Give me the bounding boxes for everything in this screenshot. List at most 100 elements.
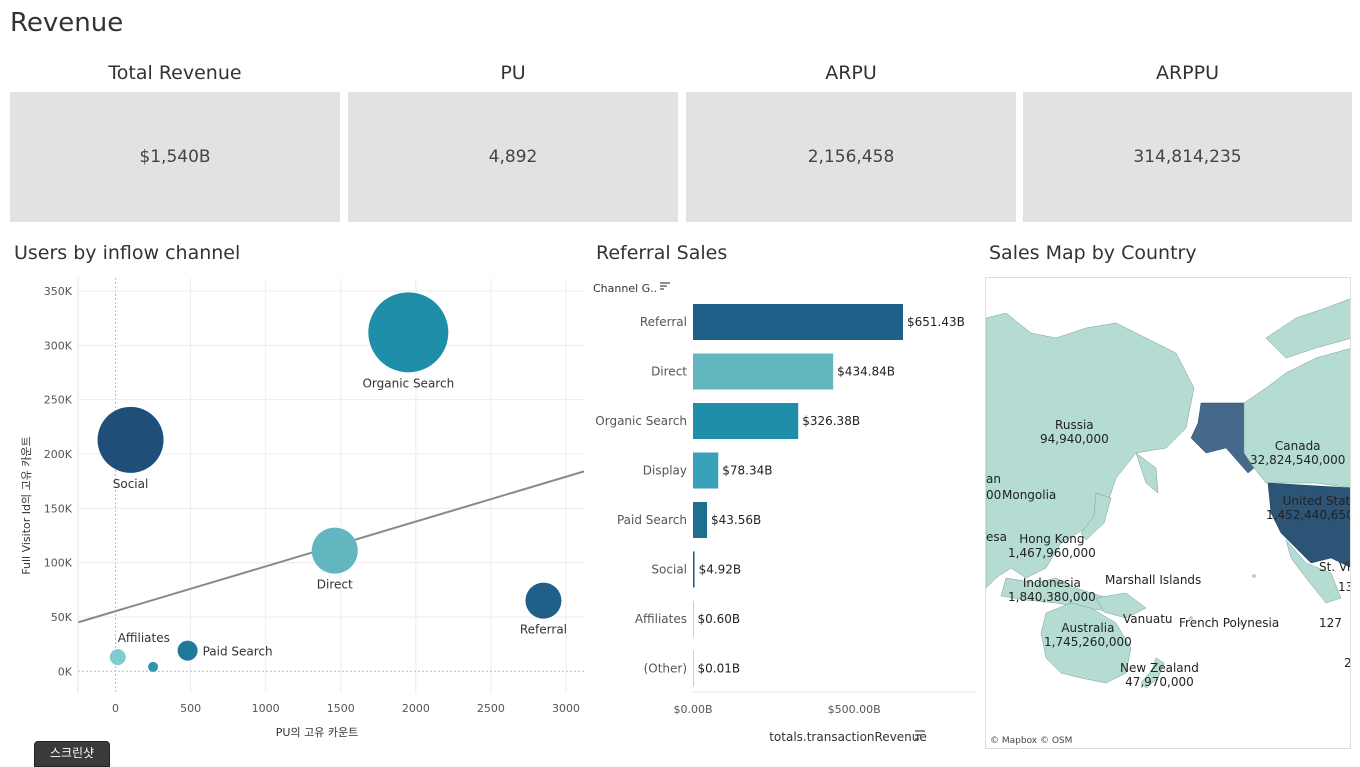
bar xyxy=(693,452,719,489)
bar-category-label: Direct xyxy=(651,365,687,379)
map-label-hong-kong: Hong Kong 1,467,960,000 xyxy=(1008,532,1096,560)
map-label-vanuatu: Vanuatu xyxy=(1123,612,1173,626)
map-label-mongolia: Mongolia xyxy=(1002,488,1057,502)
map-label-french-polynesia: French Polynesia xyxy=(1179,616,1280,630)
map-land-russia-asia xyxy=(986,312,1195,589)
map-land-australia xyxy=(1040,602,1132,684)
bar xyxy=(693,650,694,687)
map-attribution: © Mapbox © OSM xyxy=(990,736,1073,746)
bar-x-tick-label: $500.00B xyxy=(828,703,881,716)
scatter-point xyxy=(525,582,562,619)
map-label-united-states: United States1,452,440,650,000 xyxy=(1266,494,1351,522)
kpi-label: ARPPU xyxy=(1155,62,1220,84)
bar xyxy=(693,601,694,637)
bar-value-label: $651.43B xyxy=(907,315,965,329)
kpi-value: $1,540B xyxy=(10,92,340,222)
map-land-png xyxy=(1095,592,1147,619)
map-land-japan xyxy=(1080,492,1112,541)
scatter-grid xyxy=(78,278,584,693)
map-label-partial-13: 13 xyxy=(1338,580,1350,594)
kpi-label: Total Revenue xyxy=(108,62,242,84)
map-label-partial-00: 00 xyxy=(986,488,1002,502)
bar-value-label: $43.56B xyxy=(711,513,761,527)
scatter-x-tick-label: 500 xyxy=(180,702,201,715)
bar-value-label: $326.38B xyxy=(802,414,860,428)
scatter-point-label: Paid Search xyxy=(203,645,273,659)
scatter-x-tick-label: 1500 xyxy=(327,702,355,715)
kpi-arppu: ARPPU 314,814,235 xyxy=(1023,58,1352,222)
scatter-point xyxy=(368,292,449,373)
map-label-partial-esa: esa xyxy=(986,530,1007,544)
scatter-y-tick-label: 0K xyxy=(58,665,73,678)
bar-value-label: $434.84B xyxy=(837,365,895,379)
map-label-russia: Russia 94,940,000 xyxy=(1040,418,1109,446)
scatter-y-tick-label: 200K xyxy=(44,448,73,461)
bar xyxy=(693,403,799,439)
map-land-usa xyxy=(1267,482,1350,568)
scatter-y-tick-label: 250K xyxy=(44,394,73,407)
bar-x-tick-label: $0.00B xyxy=(673,703,712,716)
bar-category-label: Social xyxy=(651,563,687,577)
map-land-canada xyxy=(1243,348,1350,488)
bar-value-label: $78.34B xyxy=(722,464,772,478)
scatter-axes: 0 500 1000 1500 2000 2500 3000 0K 50K 100K 150K 200… xyxy=(20,278,580,739)
kpi-arpu: ARPU 2,156,458 xyxy=(686,58,1016,222)
bar-category-label: Organic Search xyxy=(595,414,687,428)
map-label-partial-127: 127 xyxy=(1319,616,1342,630)
scatter-y-tick-label: 350K xyxy=(44,285,73,298)
map-label-partial-st-vi: St. Vi xyxy=(1319,560,1351,574)
map-label-indonesia: Indonesia 1,840,380,000 xyxy=(1008,576,1096,604)
bar-category-label: Affiliates xyxy=(635,612,687,626)
kpi-total-revenue: Total Revenue $1,540B xyxy=(10,58,340,222)
map-canvas xyxy=(986,298,1350,689)
map-label-marshall-islands: Marshall Islands xyxy=(1105,573,1202,587)
scatter-x-tick-label: 3000 xyxy=(552,702,580,715)
scatter-y-tick-label: 150K xyxy=(44,502,73,515)
scatter-points: Organic Search Social Direct Referral Paid S… xyxy=(97,292,567,672)
bar-value-label: $0.01B xyxy=(698,662,741,676)
bar-category-label: (Other) xyxy=(644,662,687,676)
sales-map[interactable]: Russia 94,940,000 Canada 32,824,540,000 Un… xyxy=(985,277,1351,749)
bar xyxy=(693,502,708,538)
scatter-point-label: Social xyxy=(113,477,149,491)
map-land-newzealand xyxy=(1140,657,1165,689)
map-label-partial-an: an xyxy=(986,472,1001,486)
kpi-label: PU xyxy=(500,62,526,84)
kpi-label: ARPU xyxy=(825,62,877,84)
map-label-canada: Canada 32,824,540,000 xyxy=(1250,439,1346,467)
scatter-point xyxy=(177,640,198,661)
bar-chart[interactable]: Channel G.. Referral $651.43B Direct $434.8… xyxy=(590,270,980,750)
kpi-value: 314,814,235 xyxy=(1023,92,1352,222)
scatter-x-tick-label: 0 xyxy=(112,702,119,715)
scatter-point xyxy=(148,661,159,672)
kpi-value: 2,156,458 xyxy=(686,92,1016,222)
scatter-title: Users by inflow channel xyxy=(14,242,241,264)
scatter-x-axis-title: PU의 고유 카운트 xyxy=(276,726,358,739)
bar-title: Referral Sales xyxy=(596,242,728,264)
bar xyxy=(693,304,903,340)
bar-x-axis-title: totals.transactionRevenue xyxy=(769,730,927,744)
scatter-chart[interactable]: Organic Search Social Direct Referral Paid S… xyxy=(0,270,590,750)
map-land-kamchatka xyxy=(1135,452,1159,494)
bar-axes: $0.00B $500.00B totals.transactionRevenue xyxy=(673,691,975,744)
map-label-new-zealand: New Zealand 47,970,000 xyxy=(1120,661,1199,689)
scatter-point-label: Referral xyxy=(520,623,567,637)
scatter-x-tick-label: 1000 xyxy=(252,702,280,715)
map-island-fiji xyxy=(1189,616,1193,620)
bar xyxy=(693,551,695,588)
map-title: Sales Map by Country xyxy=(989,242,1197,264)
scatter-y-tick-label: 50K xyxy=(51,611,73,624)
bar-value-label: $0.60B xyxy=(698,612,741,626)
map-land-arctic xyxy=(1265,298,1350,359)
bar-category-label: Display xyxy=(643,464,687,478)
scatter-y-tick-label: 100K xyxy=(44,557,73,570)
scatter-y-axis-title: Full Visitor Id의 고유 카운트 xyxy=(20,436,33,574)
bar-header: Channel G.. xyxy=(593,282,670,295)
bar-header-label: Channel G.. xyxy=(593,282,657,295)
map-island-tahiti xyxy=(1239,621,1243,625)
screenshot-button[interactable]: 스크린샷 xyxy=(34,741,110,767)
page-title: Revenue xyxy=(10,8,124,38)
scatter-y-tick-label: 300K xyxy=(44,339,73,352)
scatter-x-tick-label: 2500 xyxy=(477,702,505,715)
scatter-point-label: Affiliates xyxy=(118,631,170,645)
